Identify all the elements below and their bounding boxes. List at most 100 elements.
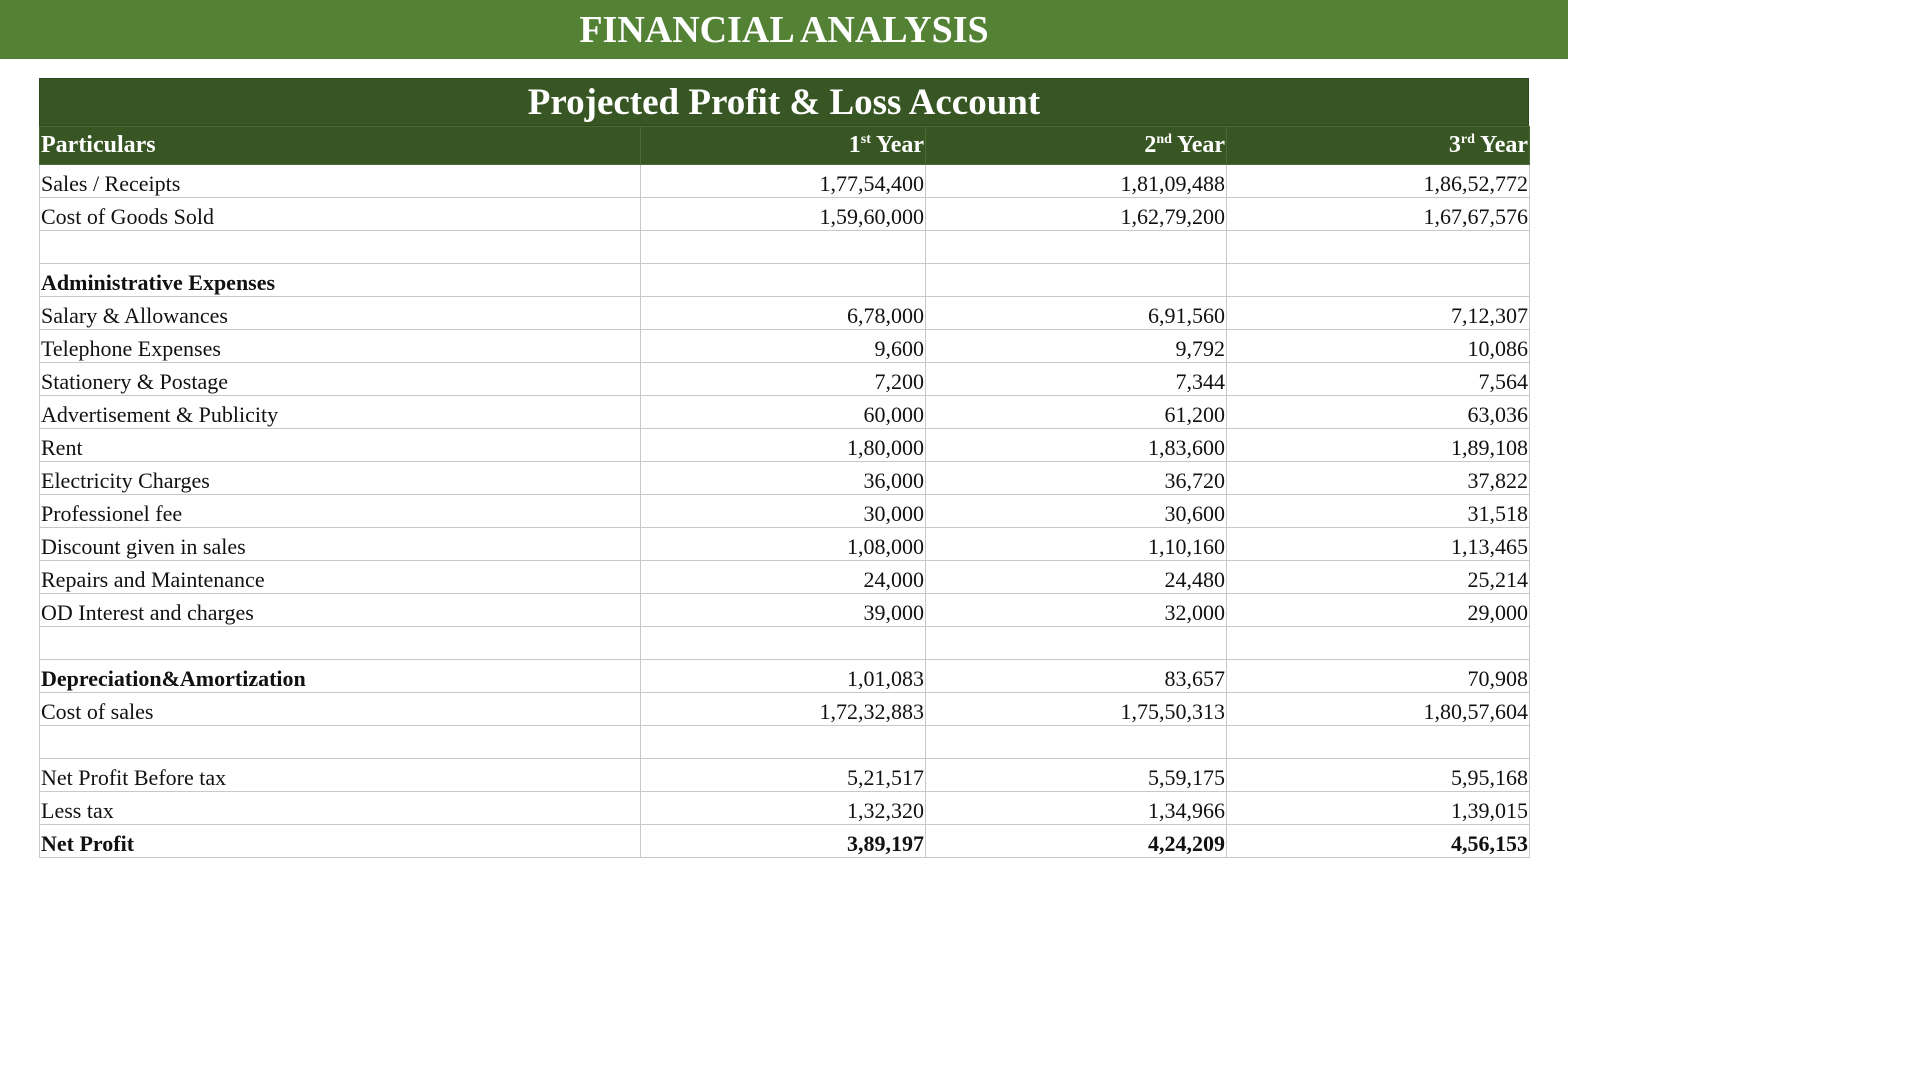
row-discount: Discount given in sales 1,08,000 1,10,16…	[39, 527, 1530, 561]
pl-table-container: Projected Profit & Loss Account Particul…	[39, 78, 1530, 858]
cell-year-2: 1,81,09,488	[925, 164, 1227, 198]
row-sales: Sales / Receipts 1,77,54,400 1,81,09,488…	[39, 164, 1530, 198]
row-label: Net Profit Before tax	[39, 758, 641, 792]
cell-year-2: 9,792	[925, 329, 1227, 363]
cell-year-1	[640, 725, 926, 759]
row-less-tax: Less tax 1,32,320 1,34,966 1,39,015	[39, 791, 1530, 825]
cell-year-2: 61,200	[925, 395, 1227, 429]
cell-year-3: 29,000	[1226, 593, 1530, 627]
cell-year-2: 1,83,600	[925, 428, 1227, 462]
cell-year-3: 70,908	[1226, 659, 1530, 693]
cell-year-2: 36,720	[925, 461, 1227, 495]
row-net-profit-before-tax: Net Profit Before tax 5,21,517 5,59,175 …	[39, 758, 1530, 792]
row-admin-expenses-heading: Administrative Expenses	[39, 263, 1530, 297]
row-label: Discount given in sales	[39, 527, 641, 561]
cell-year-3	[1226, 626, 1530, 660]
header-year-3: 3rd Year	[1226, 126, 1530, 165]
cell-year-2	[925, 263, 1227, 297]
cell-year-1: 9,600	[640, 329, 926, 363]
cell-year-3: 1,86,52,772	[1226, 164, 1530, 198]
row-label: Advertisement & Publicity	[39, 395, 641, 429]
header-year-1-num: 1	[848, 132, 861, 158]
cell-year-2: 6,91,560	[925, 296, 1227, 330]
row-label	[39, 230, 641, 264]
cell-year-3: 37,822	[1226, 461, 1530, 495]
page-banner: FINANCIAL ANALYSIS	[0, 0, 1568, 59]
cell-year-2: 83,657	[925, 659, 1227, 693]
banner-title: FINANCIAL ANALYSIS	[579, 8, 989, 51]
header-year-1: 1st Year	[640, 126, 926, 165]
cell-year-1: 1,32,320	[640, 791, 926, 825]
cell-year-2	[925, 626, 1227, 660]
cell-year-1: 1,72,32,883	[640, 692, 926, 726]
cell-year-1: 5,21,517	[640, 758, 926, 792]
cell-year-3: 31,518	[1226, 494, 1530, 528]
cell-year-3: 1,89,108	[1226, 428, 1530, 462]
cell-year-2: 7,344	[925, 362, 1227, 396]
row-label: Salary & Allowances	[39, 296, 641, 330]
cell-year-3	[1226, 725, 1530, 759]
row-label: Depreciation&Amortization	[39, 659, 641, 693]
cell-year-1: 1,77,54,400	[640, 164, 926, 198]
cell-year-1: 7,200	[640, 362, 926, 396]
row-cost-of-sales: Cost of sales 1,72,32,883 1,75,50,313 1,…	[39, 692, 1530, 726]
pl-table: Particulars 1st Year 2nd Year 3rd Year S…	[39, 126, 1530, 858]
cell-year-1: 3,89,197	[640, 824, 926, 858]
cell-year-1: 39,000	[640, 593, 926, 627]
cell-year-2: 4,24,209	[925, 824, 1227, 858]
cell-year-2: 1,75,50,313	[925, 692, 1227, 726]
cell-year-1: 6,78,000	[640, 296, 926, 330]
header-year-2-sup: nd	[1156, 132, 1172, 147]
cell-year-3: 63,036	[1226, 395, 1530, 429]
cell-year-2: 32,000	[925, 593, 1227, 627]
row-od-interest: OD Interest and charges 39,000 32,000 29…	[39, 593, 1530, 627]
cell-year-2	[925, 725, 1227, 759]
row-label: Repairs and Maintenance	[39, 560, 641, 594]
cell-year-3: 1,80,57,604	[1226, 692, 1530, 726]
cell-year-1: 24,000	[640, 560, 926, 594]
row-label	[39, 626, 641, 660]
header-year-3-sup: rd	[1460, 132, 1475, 147]
row-repairs: Repairs and Maintenance 24,000 24,480 25…	[39, 560, 1530, 594]
cell-year-3	[1226, 230, 1530, 264]
cell-year-1: 1,59,60,000	[640, 197, 926, 231]
header-year-1-word: Year	[876, 132, 924, 158]
row-label: Cost of Goods Sold	[39, 197, 641, 231]
row-advertisement: Advertisement & Publicity 60,000 61,200 …	[39, 395, 1530, 429]
row-label	[39, 725, 641, 759]
row-professional-fee: Professionel fee 30,000 30,600 31,518	[39, 494, 1530, 528]
header-year-2-num: 2	[1144, 132, 1157, 158]
table-title-text: Projected Profit & Loss Account	[527, 81, 1041, 123]
row-salary: Salary & Allowances 6,78,000 6,91,560 7,…	[39, 296, 1530, 330]
header-year-2: 2nd Year	[925, 126, 1227, 165]
cell-year-1	[640, 626, 926, 660]
cell-year-3: 7,564	[1226, 362, 1530, 396]
row-label: Electricity Charges	[39, 461, 641, 495]
cell-year-1	[640, 230, 926, 264]
cell-year-1: 30,000	[640, 494, 926, 528]
row-label: Sales / Receipts	[39, 164, 641, 198]
cell-year-3: 1,67,67,576	[1226, 197, 1530, 231]
header-year-1-sup: st	[860, 132, 871, 147]
row-label: Administrative Expenses	[39, 263, 641, 297]
cell-year-1: 1,08,000	[640, 527, 926, 561]
row-electricity: Electricity Charges 36,000 36,720 37,822	[39, 461, 1530, 495]
cell-year-1: 36,000	[640, 461, 926, 495]
row-telephone: Telephone Expenses 9,600 9,792 10,086	[39, 329, 1530, 363]
cell-year-1: 1,80,000	[640, 428, 926, 462]
cell-year-1: 60,000	[640, 395, 926, 429]
cell-year-3: 7,12,307	[1226, 296, 1530, 330]
cell-year-1: 1,01,083	[640, 659, 926, 693]
row-label: Stationery & Postage	[39, 362, 641, 396]
row-stationery: Stationery & Postage 7,200 7,344 7,564	[39, 362, 1530, 396]
row-label: Rent	[39, 428, 641, 462]
cell-year-3: 1,39,015	[1226, 791, 1530, 825]
cell-year-3: 10,086	[1226, 329, 1530, 363]
cell-year-3: 25,214	[1226, 560, 1530, 594]
header-row: Particulars 1st Year 2nd Year 3rd Year	[39, 126, 1530, 165]
cell-year-2: 5,59,175	[925, 758, 1227, 792]
cell-year-3	[1226, 263, 1530, 297]
header-year-3-num: 3	[1448, 132, 1461, 158]
cell-year-2: 1,10,160	[925, 527, 1227, 561]
header-year-3-word: Year	[1480, 132, 1528, 158]
